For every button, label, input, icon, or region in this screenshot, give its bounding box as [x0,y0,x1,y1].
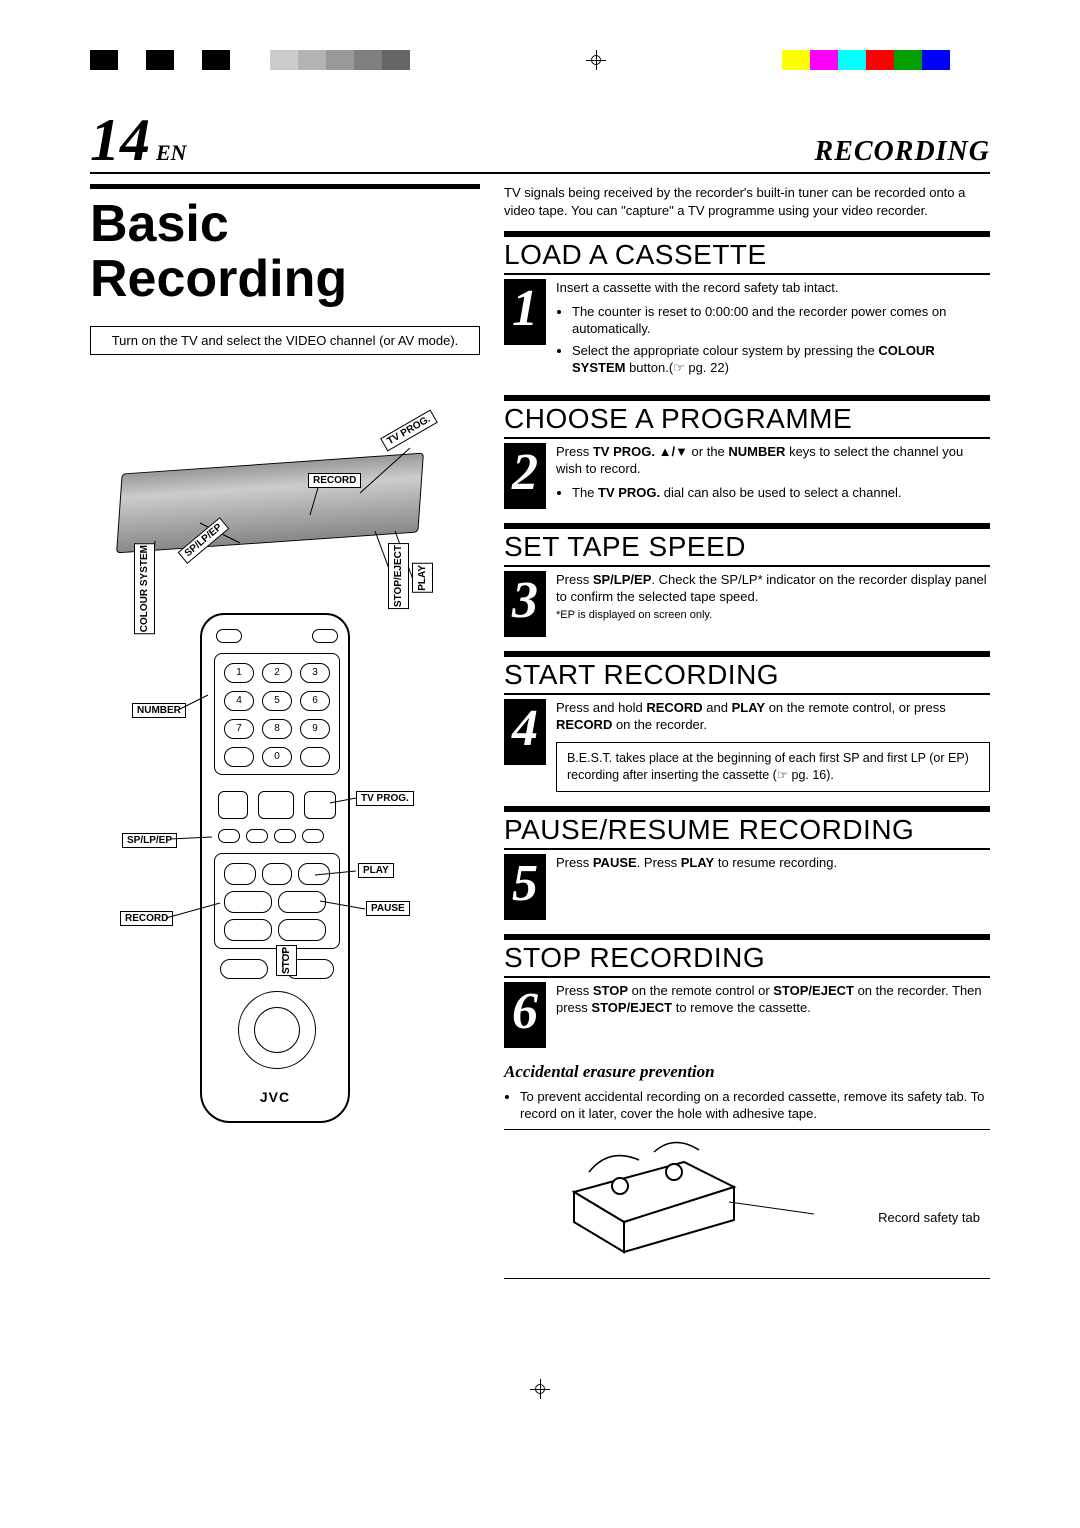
step-body: Press and hold RECORD and PLAY on the re… [556,699,990,792]
equipment-diagram: TV PROG. RECORD SP/LP/EP COLOUR SYSTEM S… [90,383,480,1123]
color-swatch [810,50,838,70]
color-swatch [202,50,230,70]
step-title: LOAD A CASSETTE [504,239,990,275]
step-body: Press STOP on the remote control or STOP… [556,982,990,1048]
step-title: STOP RECORDING [504,942,990,978]
vcr-stopeject-label: STOP/EJECT [388,543,409,609]
step-title: PAUSE/RESUME RECORDING [504,814,990,850]
record-tab-label: Record safety tab [878,1210,980,1225]
color-swatch [838,50,866,70]
color-swatch [118,50,146,70]
boxed-instruction: Turn on the TV and select the VIDEO chan… [90,326,480,355]
color-swatch [382,50,410,70]
page-header: 14 EN RECORDING [90,110,990,174]
erasure-heading: Accidental erasure prevention [504,1062,990,1082]
page-language: EN [156,140,187,166]
step-body: Insert a cassette with the record safety… [556,279,990,381]
step-note-box: B.E.S.T. takes place at the beginning of… [556,742,990,792]
color-swatch [866,50,894,70]
page-number: 14 [90,110,150,170]
color-swatch [298,50,326,70]
step-body: Press TV PROG. ▲/▼ or the NUMBER keys to… [556,443,990,509]
step-title: START RECORDING [504,659,990,695]
step-bullet: The TV PROG. dial can also be used to se… [572,484,990,502]
intro-text: TV signals being received by the recorde… [504,184,990,219]
step-title: SET TAPE SPEED [504,531,990,567]
color-swatch [894,50,922,70]
vcr-record-label: RECORD [308,473,361,488]
step-number: 5 [504,854,546,920]
step-number: 4 [504,699,546,765]
color-swatch [90,50,118,70]
step-number: 6 [504,982,546,1048]
step-body: Press PAUSE. Press PLAY to resume record… [556,854,990,920]
color-swatch [146,50,174,70]
step-bullet: The counter is reset to 0:00:00 and the … [572,303,990,338]
color-swatch [270,50,298,70]
step-number: 2 [504,443,546,509]
step-number: 1 [504,279,546,345]
step-number: 3 [504,571,546,637]
vcr-play-label: PLAY [412,563,433,593]
footer-crosshair-icon [530,1379,550,1399]
crosshair-icon [586,50,606,70]
step-body: Press SP/LP/EP. Check the SP/LP* indicat… [556,571,990,637]
color-swatch [174,50,202,70]
color-swatch [782,50,810,70]
erasure-bullet: To prevent accidental recording on a rec… [520,1088,990,1123]
color-swatch [922,50,950,70]
color-swatch [354,50,382,70]
color-swatch [326,50,354,70]
section-title: RECORDING [815,136,990,168]
main-title: Basic Recording [90,184,480,306]
step-bullet: Select the appropriate colour system by … [572,342,990,377]
cassette-figure: Record safety tab [504,1129,990,1279]
registration-bar [90,50,990,70]
step-title: CHOOSE A PROGRAMME [504,403,990,439]
